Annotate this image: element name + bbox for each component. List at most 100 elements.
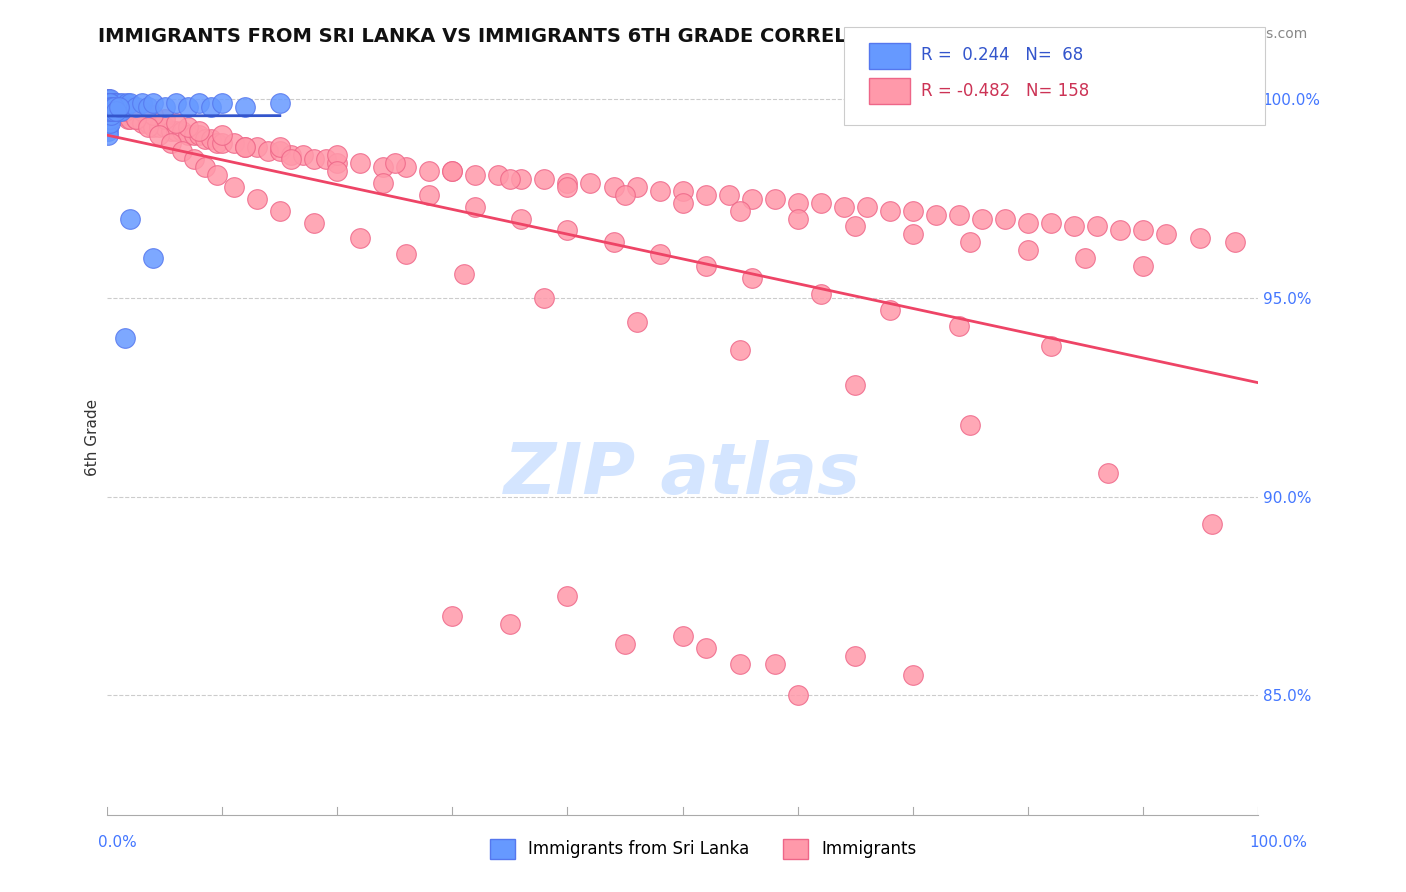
- Point: [101, 96, 124, 111]
- Point: [373, 176, 395, 190]
- Point: [100, 100, 122, 114]
- Point: [1108, 223, 1130, 237]
- Point: [108, 100, 131, 114]
- Point: [101, 104, 124, 119]
- Point: [100, 96, 122, 111]
- Point: [280, 148, 302, 162]
- Point: [200, 100, 222, 114]
- Point: [326, 164, 349, 178]
- Point: [188, 128, 211, 142]
- Point: [1085, 219, 1108, 234]
- Point: [120, 96, 142, 111]
- Point: [115, 96, 138, 111]
- Point: [488, 168, 510, 182]
- Point: [97, 120, 120, 135]
- Point: [98, 96, 121, 111]
- Point: [107, 100, 129, 114]
- Point: [326, 148, 349, 162]
- Text: ZIP atlas: ZIP atlas: [503, 441, 860, 509]
- Text: Source: ZipAtlas.com: Source: ZipAtlas.com: [1160, 27, 1308, 41]
- Point: [159, 136, 181, 150]
- Point: [153, 120, 176, 135]
- Point: [142, 120, 165, 135]
- Point: [97, 96, 120, 111]
- Point: [114, 331, 136, 345]
- Point: [349, 156, 371, 170]
- Point: [200, 132, 222, 146]
- Point: [418, 187, 440, 202]
- Point: [648, 184, 671, 198]
- Point: [110, 104, 132, 119]
- Point: [97, 108, 120, 122]
- Point: [97, 128, 120, 142]
- Text: R = -0.482   N= 158: R = -0.482 N= 158: [921, 82, 1090, 100]
- Point: [948, 208, 970, 222]
- Text: R =  0.244   N=  68: R = 0.244 N= 68: [921, 46, 1083, 64]
- Point: [315, 152, 337, 166]
- Point: [717, 187, 740, 202]
- Point: [107, 108, 129, 122]
- Point: [1039, 339, 1062, 353]
- Point: [533, 171, 555, 186]
- Point: [101, 100, 124, 114]
- Point: [142, 108, 165, 122]
- Point: [100, 108, 122, 122]
- Point: [98, 100, 121, 114]
- Point: [602, 235, 624, 250]
- Point: [105, 104, 128, 119]
- Point: [786, 211, 808, 226]
- Point: [879, 302, 901, 317]
- Point: [280, 152, 302, 166]
- Point: [671, 629, 693, 643]
- Point: [269, 203, 291, 218]
- Point: [153, 112, 176, 127]
- Point: [901, 203, 924, 218]
- Point: [131, 104, 153, 119]
- Point: [1039, 215, 1062, 229]
- Point: [1132, 223, 1154, 237]
- Point: [671, 184, 693, 198]
- Point: [924, 208, 946, 222]
- Point: [98, 96, 121, 111]
- Point: [101, 104, 124, 119]
- Point: [499, 171, 522, 186]
- Point: [194, 160, 217, 174]
- Point: [557, 589, 579, 603]
- Point: [464, 168, 486, 182]
- Point: [1063, 219, 1085, 234]
- Legend: Immigrants from Sri Lanka, Immigrants: Immigrants from Sri Lanka, Immigrants: [484, 832, 922, 866]
- Point: [101, 100, 124, 114]
- Point: [117, 112, 139, 127]
- Point: [211, 136, 233, 150]
- Point: [349, 231, 371, 245]
- Point: [510, 211, 533, 226]
- Point: [205, 136, 228, 150]
- Point: [148, 120, 170, 135]
- Point: [1074, 252, 1097, 266]
- Point: [97, 104, 120, 119]
- Point: [177, 100, 200, 114]
- Point: [97, 124, 120, 138]
- Point: [100, 96, 122, 111]
- Point: [291, 148, 314, 162]
- Point: [97, 104, 120, 119]
- Point: [97, 96, 120, 111]
- Point: [695, 187, 717, 202]
- Point: [786, 689, 808, 703]
- Point: [844, 648, 866, 663]
- Point: [648, 247, 671, 261]
- Point: [1154, 227, 1177, 242]
- Point: [763, 192, 786, 206]
- Point: [111, 96, 134, 111]
- Point: [104, 104, 127, 119]
- Point: [120, 211, 142, 226]
- Point: [384, 156, 406, 170]
- Point: [97, 96, 120, 111]
- Point: [557, 179, 579, 194]
- Point: [188, 96, 211, 111]
- Point: [98, 96, 121, 111]
- Point: [763, 657, 786, 671]
- Point: [626, 315, 648, 329]
- Point: [959, 418, 981, 433]
- Point: [98, 116, 121, 130]
